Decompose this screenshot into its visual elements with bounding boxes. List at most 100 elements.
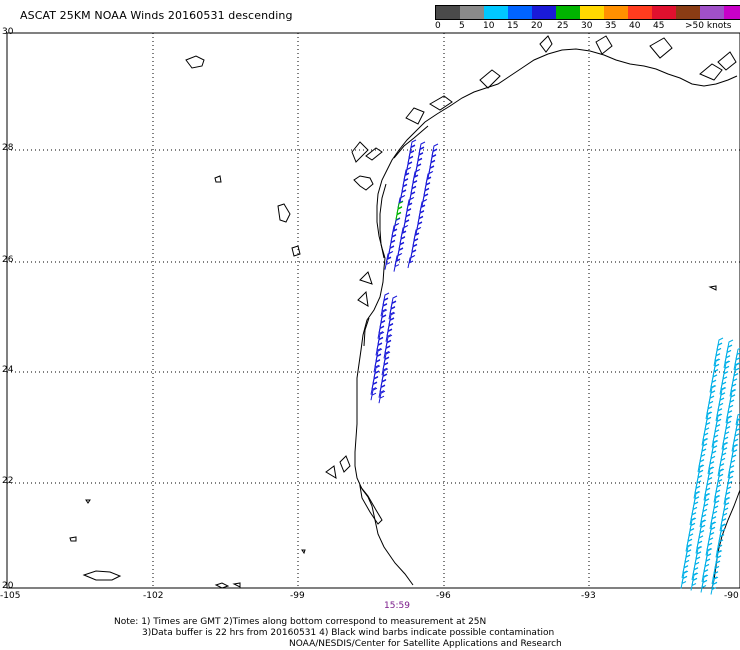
map-frame (6, 32, 740, 589)
lat-label-24: 24 (2, 365, 14, 375)
yucatan-coast (711, 489, 740, 589)
legend-label: 5 (459, 21, 465, 31)
wind-barb (735, 413, 740, 425)
wind-barb (378, 390, 386, 404)
wind-barb (717, 463, 725, 476)
legend-swatch (724, 6, 740, 19)
wind-barb (715, 408, 723, 421)
wind-barb (690, 578, 698, 591)
wind-barb (689, 512, 697, 525)
pass-time-label: 15:59 (384, 601, 410, 611)
legend-swatch (532, 6, 556, 19)
legend-swatch (628, 6, 652, 19)
wind-barb (380, 303, 388, 317)
legend-color-bar (435, 5, 740, 20)
wind-barb (710, 582, 718, 595)
note-line-3: NOAA/NESDIS/Center for Satellite Applica… (289, 639, 562, 649)
wind-barb (685, 538, 693, 552)
wind-barb (719, 518, 727, 531)
legend-label: 20 (531, 21, 543, 31)
legend-label: 35 (605, 21, 617, 31)
wind-barb (377, 326, 385, 339)
wind-barb (393, 259, 401, 272)
lat-label-28: 28 (2, 143, 14, 153)
legend-labels: 0 5 10 15 20 25 30 35 40 45 >50 knots (435, 20, 740, 32)
wind-barb (729, 383, 737, 397)
legend-swatch (556, 6, 580, 19)
lon-label-90: -90 (724, 591, 739, 601)
wind-barb (713, 353, 721, 366)
wind-barb (723, 491, 731, 505)
legend-swatch (604, 6, 628, 19)
wind-barb (681, 565, 689, 578)
note-line-2: 3)Data buffer is 22 hrs from 20160531 4)… (142, 628, 555, 638)
wind-barb (727, 465, 735, 478)
wind-barb (733, 357, 740, 370)
lat-label-30: 30 (2, 27, 14, 37)
legend-swatch (652, 6, 676, 19)
wind-barb (407, 255, 415, 269)
legend-label: 15 (507, 21, 519, 31)
note-line-1: Note: 1) Times are GMT 2)Times along bot… (114, 617, 487, 627)
wind-barb (721, 436, 729, 450)
wind-barb (370, 387, 378, 401)
legend-swatch (700, 6, 724, 19)
legend-swatch (460, 6, 484, 19)
wind-barb (373, 359, 381, 373)
legend-swatch (676, 6, 700, 19)
legend-label: 45 (653, 21, 665, 31)
graticule (7, 33, 740, 588)
wind-barb (701, 569, 709, 582)
legend-label: 25 (557, 21, 569, 31)
wind-speed-legend: 0 5 10 15 20 25 30 35 40 45 >50 knots (435, 5, 740, 32)
wind-barb (388, 306, 396, 320)
wind-barb (711, 434, 719, 448)
wind-barb (715, 544, 723, 558)
inland-water (69, 55, 717, 555)
legend-swatch (508, 6, 532, 19)
wind-barb (707, 461, 715, 474)
lon-label-99: -99 (290, 591, 305, 601)
wind-barb (695, 540, 703, 554)
wind-barb (700, 580, 708, 593)
wind-barb (703, 487, 711, 501)
wind-barb (709, 516, 717, 529)
wind-barb (723, 355, 731, 368)
legend-swatch (580, 6, 604, 19)
lon-label-96: -96 (436, 591, 451, 601)
wind-barb (383, 345, 391, 359)
wind-barbs (370, 139, 740, 595)
legend-label: 0 (435, 21, 441, 31)
wind-barb (711, 571, 719, 584)
wind-barb (731, 438, 739, 452)
wind-barb (719, 381, 727, 395)
wind-barb (378, 385, 386, 398)
wind-barb (709, 379, 717, 393)
wind-barb (370, 382, 378, 395)
wind-barb (725, 410, 733, 423)
coastline (325, 35, 738, 586)
legend-swatch (484, 6, 508, 19)
lat-label-22: 22 (2, 476, 14, 486)
islands (82, 570, 241, 589)
wind-barb (705, 542, 713, 556)
wind-barb (699, 514, 707, 527)
wind-barb (701, 432, 709, 446)
wind-barb (381, 362, 389, 376)
legend-label: 40 (629, 21, 641, 31)
lon-label-105: -105 (0, 591, 21, 601)
map-title: ASCAT 25KM NOAA Winds 20160531 descendin… (20, 9, 293, 22)
wind-barb (384, 257, 392, 270)
wind-barb (705, 406, 713, 419)
wind-barb (691, 567, 699, 580)
legend-label: 10 (483, 21, 495, 31)
wind-barb (375, 342, 383, 356)
wind-barb (713, 489, 721, 503)
wind-barb (680, 576, 688, 589)
lon-label-102: -102 (143, 591, 164, 601)
lat-label-20: 20 (2, 581, 14, 591)
legend-label: >50 knots (685, 21, 732, 31)
lon-label-93: -93 (581, 591, 596, 601)
legend-label: 30 (581, 21, 593, 31)
